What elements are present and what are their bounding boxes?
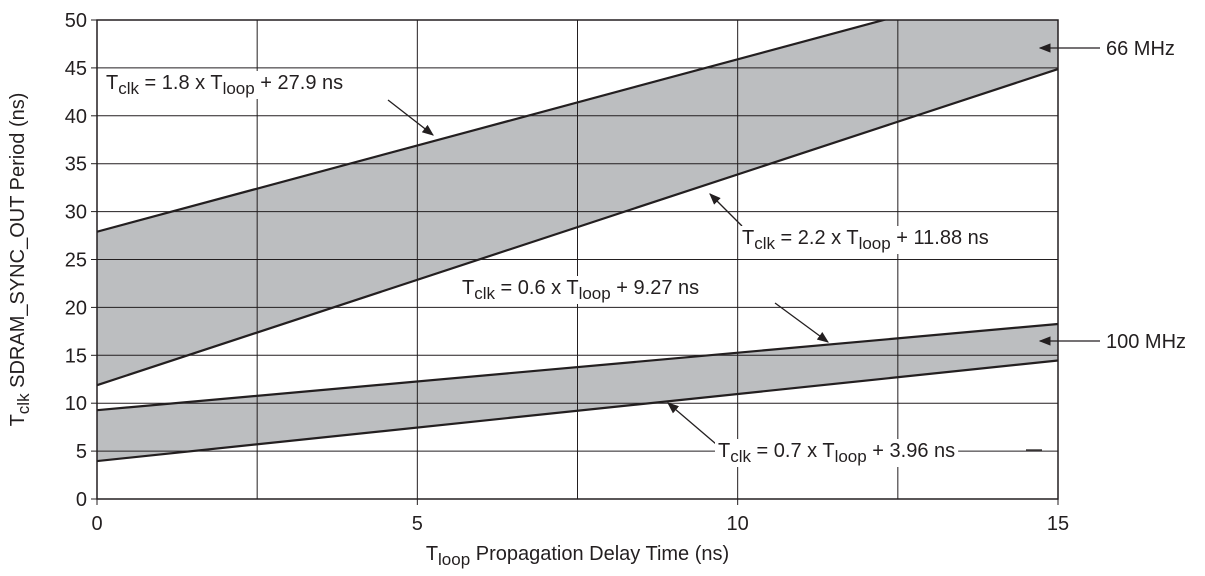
annotation-part: 100 MHz xyxy=(1106,331,1186,353)
annotation-part: loop xyxy=(223,79,255,98)
label-bg xyxy=(715,439,959,467)
y-tick-label: 50 xyxy=(65,10,87,32)
label-bg xyxy=(739,226,992,254)
annotation-part: + 27.9 ns xyxy=(255,72,343,94)
x-axis-label: Tloop Propagation Delay Time (ns) xyxy=(426,543,729,569)
x-axis-label-part: Propagation Delay Time (ns) xyxy=(470,543,729,565)
annotation-part: + 3.96 ns xyxy=(867,440,955,462)
annotation-part: = 2.2 x T xyxy=(775,227,859,249)
x-tick-label: 0 xyxy=(91,513,102,535)
annotation-part: clk xyxy=(474,284,495,303)
x-axis-label-part: T xyxy=(426,543,438,565)
x-tick-label: 5 xyxy=(412,513,423,535)
x-axis-label-part: loop xyxy=(438,550,470,569)
annotation-part: T xyxy=(462,277,474,299)
arrows xyxy=(387,43,1100,451)
arrow xyxy=(709,193,743,227)
y-tick-label: 45 xyxy=(65,58,87,80)
y-tick-label: 25 xyxy=(65,250,87,272)
annotation-part: clk xyxy=(754,234,775,253)
annotation-part: T xyxy=(106,72,118,94)
y-axis-label: Tclk SDRAM_SYNC_OUT Period (ns) xyxy=(7,93,33,427)
arrow xyxy=(387,99,434,136)
label-bg xyxy=(459,276,703,304)
line xyxy=(97,359,1058,463)
annotation-part: loop xyxy=(835,447,867,466)
annotation-part: clk xyxy=(118,79,139,98)
x-tick-label: 10 xyxy=(727,513,749,535)
line xyxy=(97,322,1058,412)
arrow xyxy=(667,402,717,445)
annotation-part: loop xyxy=(579,284,611,303)
arrow xyxy=(774,302,829,343)
label-bg xyxy=(103,71,347,99)
annotation-part: + 11.88 ns xyxy=(891,227,989,249)
annotation-part: = 0.7 x T xyxy=(751,440,835,462)
lines xyxy=(97,20,1058,463)
annotation-part: clk xyxy=(730,447,751,466)
annotation: 100 MHz xyxy=(1106,331,1186,353)
x-tick-label: 15 xyxy=(1047,513,1069,535)
y-axis-label-part: T xyxy=(7,414,29,426)
y-tick-label: 15 xyxy=(65,345,87,367)
annotation: 66 MHz xyxy=(1106,38,1175,60)
y-axis-label-part: SDRAM_SYNC_OUT Period (ns) xyxy=(7,93,29,394)
annotation-part: T xyxy=(718,440,730,462)
y-tick-label: 0 xyxy=(76,489,87,511)
labels: 0 5 10 15 20 25 30 35 40 45 50 0 5 10 15 Tclk = 1.8 x T… xyxy=(7,10,1186,569)
y-tick-label: 10 xyxy=(65,393,87,415)
annotation: Tclk = 0.6 x Tloop + 9.27 ns xyxy=(462,277,699,303)
plot-frame xyxy=(96,19,1059,500)
annotation-part: 66 MHz xyxy=(1106,38,1175,60)
y-axis-label-part: clk xyxy=(14,393,33,414)
y-tick-label: 40 xyxy=(65,106,87,128)
annotation: Tclk = 0.7 x Tloop + 3.96 ns xyxy=(718,440,955,466)
line xyxy=(97,20,888,233)
annotation-part: T xyxy=(742,227,754,249)
annotation-part: = 1.8 x T xyxy=(139,72,223,94)
y-tick-label: 30 xyxy=(65,202,87,224)
y-tick-label: 35 xyxy=(65,154,87,176)
y-tick-label: 5 xyxy=(76,441,87,463)
y-tick-label: 20 xyxy=(65,297,87,319)
annotation-part: + 9.27 ns xyxy=(611,277,699,299)
annotation-part: loop xyxy=(859,234,891,253)
line xyxy=(97,68,1058,387)
annotation-part: = 0.6 x T xyxy=(495,277,579,299)
annotation: Tclk = 1.8 x Tloop + 27.9 ns xyxy=(106,72,343,98)
annotation: Tclk = 2.2 x Tloop + 11.88 ns xyxy=(742,227,989,253)
